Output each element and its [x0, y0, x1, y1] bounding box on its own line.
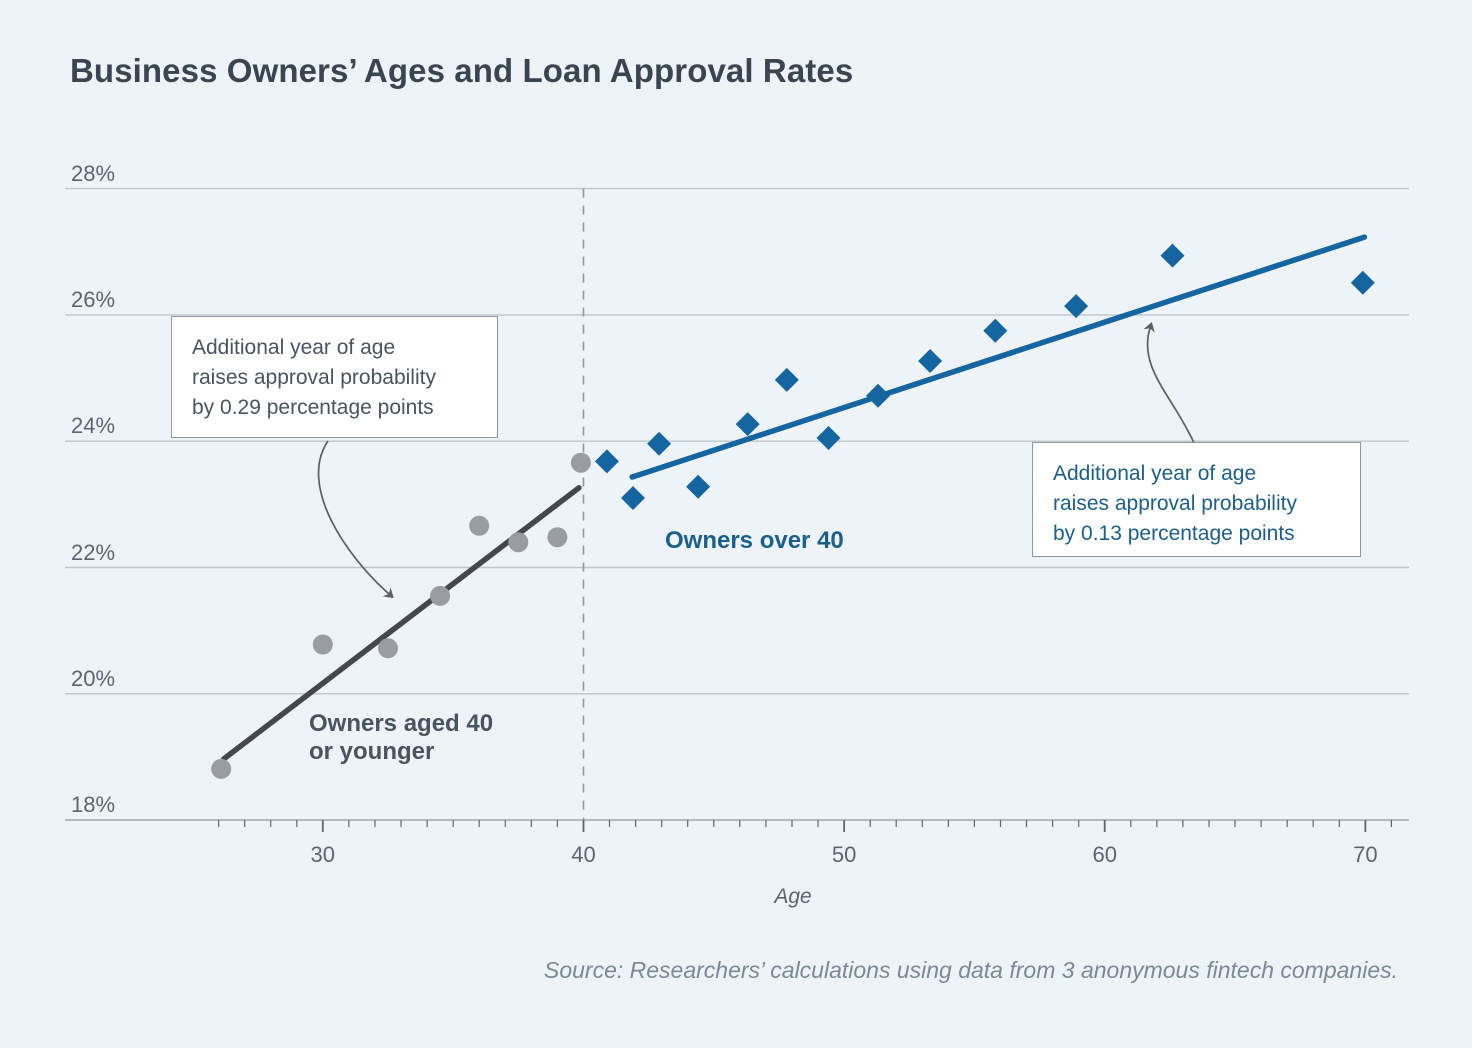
- svg-text:50: 50: [832, 842, 856, 867]
- svg-text:60: 60: [1092, 842, 1116, 867]
- svg-text:22%: 22%: [71, 540, 115, 565]
- svg-text:26%: 26%: [71, 287, 115, 312]
- svg-text:18%: 18%: [71, 792, 115, 817]
- svg-text:24%: 24%: [71, 413, 115, 438]
- svg-text:28%: 28%: [71, 161, 115, 186]
- svg-text:70: 70: [1353, 842, 1377, 867]
- svg-text:30: 30: [311, 842, 335, 867]
- svg-text:20%: 20%: [71, 666, 115, 691]
- svg-text:Age: Age: [772, 885, 811, 908]
- svg-text:40: 40: [571, 842, 595, 867]
